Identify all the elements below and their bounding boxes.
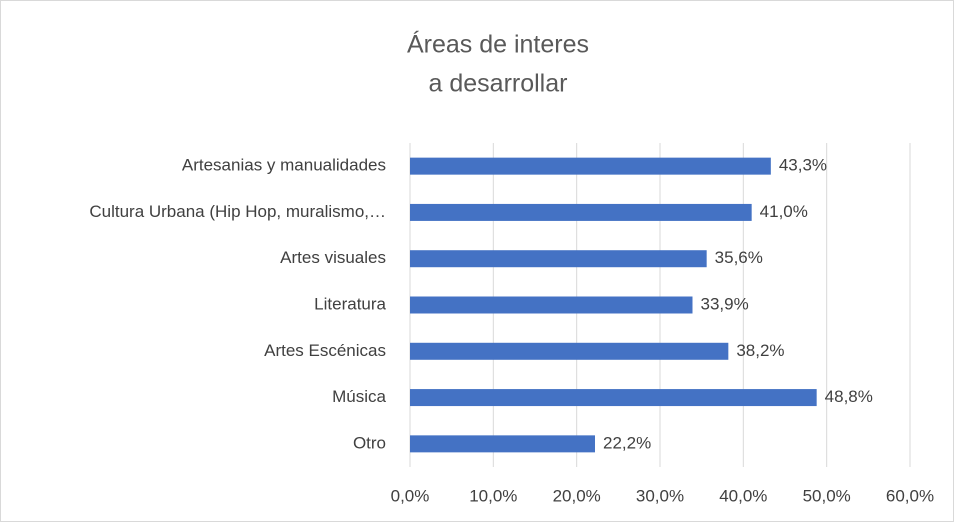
data-label: 38,2% [736, 341, 784, 360]
bar [410, 203, 752, 221]
chart-title: a desarrollar [429, 70, 568, 98]
chart-title: Áreas de interes [407, 30, 589, 59]
data-label: 43,3% [779, 156, 827, 175]
data-label: 35,6% [715, 248, 763, 267]
y-tick-label: Artesanias y manualidades [182, 156, 386, 175]
y-tick-label: Cultura Urbana (Hip Hop, muralismo,… [89, 202, 386, 221]
y-tick-label: Artes visuales [280, 248, 386, 267]
data-label: 33,9% [701, 294, 749, 313]
bar [410, 342, 729, 360]
data-label: 22,2% [603, 433, 651, 452]
x-tick-label: 30,0% [636, 486, 684, 505]
data-label: 41,0% [760, 202, 808, 221]
y-tick-label: Artes Escénicas [264, 341, 386, 360]
bar [410, 435, 595, 453]
x-tick-label: 20,0% [553, 486, 601, 505]
y-tick-label: Literatura [314, 294, 386, 313]
bar [410, 389, 817, 407]
x-tick-label: 50,0% [803, 486, 851, 505]
x-tick-label: 60,0% [886, 486, 934, 505]
bar [410, 296, 693, 314]
x-tick-label: 40,0% [719, 486, 767, 505]
x-tick-label: 0,0% [391, 486, 430, 505]
x-tick-label: 10,0% [469, 486, 517, 505]
y-tick-label: Otro [353, 433, 386, 452]
bar [410, 157, 771, 175]
bar [410, 250, 707, 268]
y-tick-label: Música [332, 387, 386, 406]
data-label: 48,8% [825, 387, 873, 406]
